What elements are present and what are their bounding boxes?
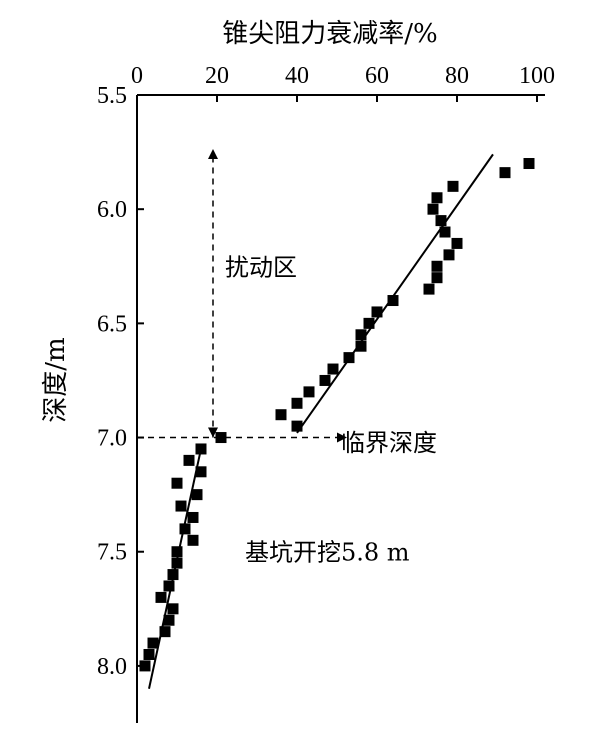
fit-line	[148, 448, 202, 689]
data-point	[195, 466, 207, 478]
data-point	[139, 660, 151, 672]
y-tick-label: 6.0	[97, 197, 127, 223]
data-point	[147, 637, 159, 649]
data-point	[171, 546, 183, 558]
data-point	[435, 215, 447, 227]
annotation-label: 临界深度	[341, 429, 437, 457]
data-point	[183, 454, 195, 466]
data-point	[215, 432, 227, 444]
y-tick-label: 7.5	[97, 540, 127, 566]
x-axis-label: 锥尖阻力衰减率/%	[222, 19, 437, 49]
x-tick-label: 0	[131, 63, 143, 89]
data-point	[143, 648, 155, 660]
ticks: 0 20 40 60 80 100 5.5 6.0 6.5 7.0 7.5 8.0	[97, 63, 555, 680]
critical-depth-guides	[137, 148, 347, 443]
data-point	[371, 306, 383, 318]
x-tick-label: 20	[205, 63, 229, 89]
data-point	[423, 283, 435, 295]
annotation-label: 基坑开挖5.8 m	[245, 539, 410, 567]
x-tick-label: 40	[285, 63, 309, 89]
disturbed-zone-arrowhead-top	[208, 148, 218, 159]
data-point	[327, 363, 339, 375]
x-tick-label: 80	[445, 63, 469, 89]
y-tick-label: 8.0	[97, 654, 127, 680]
data-point	[171, 557, 183, 569]
fit-line	[296, 153, 494, 434]
axes	[136, 94, 545, 723]
data-point	[175, 500, 187, 512]
data-point	[355, 340, 367, 352]
data-point	[343, 352, 355, 364]
data-point	[451, 237, 463, 249]
disturbed-zone-arrowhead-bottom	[208, 427, 218, 438]
data-point	[191, 489, 203, 501]
data-point	[387, 295, 399, 307]
data-point	[155, 591, 167, 603]
data-point	[163, 614, 175, 626]
data-point	[427, 203, 439, 215]
data-point	[187, 534, 199, 546]
data-point	[303, 386, 315, 398]
annotation-label: 扰动区	[225, 253, 297, 281]
data-point	[443, 249, 455, 261]
data-point	[447, 180, 459, 192]
fit-lines	[148, 153, 494, 689]
data-point	[523, 158, 535, 170]
data-point	[179, 523, 191, 535]
data-point	[291, 420, 303, 432]
data-point	[167, 569, 179, 581]
y-tick-label: 6.5	[97, 311, 127, 337]
data-point	[431, 192, 443, 204]
y-tick-label: 7.0	[97, 426, 127, 452]
data-point	[319, 374, 331, 386]
data-point	[167, 603, 179, 615]
y-tick-label: 5.5	[97, 83, 127, 109]
data-point	[187, 511, 199, 523]
data-point	[439, 226, 451, 238]
data-point	[363, 317, 375, 329]
data-point	[163, 580, 175, 592]
y-axis-label: 深度/m	[41, 337, 71, 422]
data-point	[275, 409, 287, 421]
data-point	[171, 477, 183, 489]
data-point	[499, 167, 511, 179]
data-points	[139, 158, 535, 672]
data-point	[291, 397, 303, 409]
data-point	[431, 260, 443, 272]
data-point	[431, 272, 443, 284]
data-point	[195, 443, 207, 455]
x-tick-label: 100	[519, 63, 555, 89]
critical-depth-arrowhead	[337, 432, 347, 443]
x-tick-label: 60	[365, 63, 389, 89]
data-point	[355, 329, 367, 341]
data-point	[159, 626, 171, 638]
